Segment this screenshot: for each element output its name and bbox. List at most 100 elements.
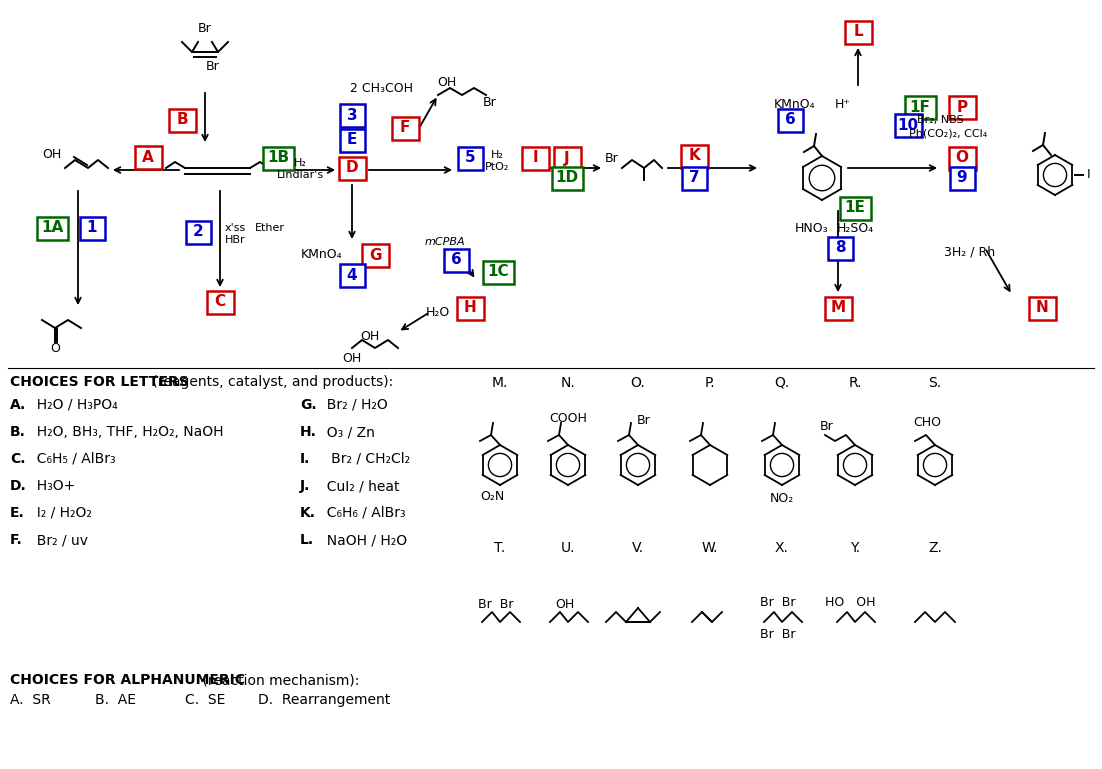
- FancyBboxPatch shape: [840, 197, 871, 219]
- Text: P.: P.: [704, 376, 715, 390]
- Text: M.: M.: [491, 376, 508, 390]
- Text: I: I: [1088, 168, 1091, 181]
- Text: 7: 7: [689, 171, 700, 185]
- Text: Br₂, NBS: Br₂, NBS: [917, 115, 963, 125]
- FancyBboxPatch shape: [443, 248, 468, 271]
- FancyBboxPatch shape: [457, 147, 483, 169]
- Text: Ether: Ether: [255, 223, 285, 233]
- Text: (reagents, catalyst, and products):: (reagents, catalyst, and products):: [148, 375, 393, 389]
- Text: Br: Br: [820, 421, 834, 434]
- Text: CHOICES FOR ALPHANUMERIC: CHOICES FOR ALPHANUMERIC: [10, 673, 245, 687]
- Text: H₂O, BH₃, THF, H₂O₂, NaOH: H₂O, BH₃, THF, H₂O₂, NaOH: [28, 425, 224, 439]
- Text: H₂O / H₃PO₄: H₂O / H₃PO₄: [28, 398, 118, 412]
- Text: 8: 8: [834, 241, 845, 255]
- Text: C.  SE: C. SE: [185, 693, 226, 707]
- FancyBboxPatch shape: [824, 297, 852, 319]
- FancyBboxPatch shape: [456, 297, 484, 319]
- Text: G.: G.: [300, 398, 316, 412]
- Text: Br  Br: Br Br: [760, 628, 796, 641]
- Text: H: H: [464, 301, 476, 315]
- Text: Q.: Q.: [775, 376, 790, 390]
- Text: 2 CH₃COH: 2 CH₃COH: [350, 82, 413, 95]
- Text: 2: 2: [193, 225, 204, 239]
- Text: mCPBA: mCPBA: [424, 237, 465, 247]
- Text: 10: 10: [897, 118, 919, 132]
- FancyBboxPatch shape: [361, 244, 389, 267]
- Text: x'ss: x'ss: [225, 223, 246, 233]
- Text: E: E: [347, 132, 357, 148]
- Text: C₆H₅ / AlBr₃: C₆H₅ / AlBr₃: [28, 452, 116, 466]
- Text: CHOICES FOR LETTERS: CHOICES FOR LETTERS: [10, 375, 188, 389]
- FancyBboxPatch shape: [949, 95, 975, 118]
- Text: N.: N.: [561, 376, 575, 390]
- FancyBboxPatch shape: [553, 147, 581, 169]
- Text: COOH: COOH: [549, 412, 587, 425]
- Text: K: K: [688, 148, 700, 164]
- FancyBboxPatch shape: [339, 104, 365, 126]
- Text: A: A: [142, 149, 154, 165]
- Text: Y.: Y.: [850, 541, 860, 555]
- Text: I₂ / H₂O₂: I₂ / H₂O₂: [28, 506, 91, 520]
- FancyBboxPatch shape: [828, 237, 853, 259]
- Text: Lindlar's: Lindlar's: [277, 170, 324, 180]
- Text: K.: K.: [300, 506, 316, 520]
- Text: Br: Br: [483, 95, 497, 108]
- Text: V.: V.: [631, 541, 644, 555]
- FancyBboxPatch shape: [844, 21, 872, 44]
- Text: 6: 6: [451, 252, 462, 268]
- Text: 1F: 1F: [909, 99, 930, 115]
- Text: Br: Br: [637, 414, 651, 428]
- Text: O: O: [50, 341, 60, 355]
- Text: R.: R.: [849, 376, 862, 390]
- FancyBboxPatch shape: [905, 95, 936, 118]
- Text: G: G: [369, 248, 381, 262]
- Text: C: C: [215, 295, 226, 309]
- Text: 1E: 1E: [844, 201, 865, 215]
- Text: 1A: 1A: [41, 221, 63, 235]
- Text: H₃O+: H₃O+: [28, 479, 75, 493]
- Text: CHO: CHO: [912, 417, 941, 430]
- Text: 9: 9: [957, 171, 968, 185]
- FancyBboxPatch shape: [79, 217, 105, 239]
- Text: 6: 6: [785, 112, 796, 128]
- Text: Br  Br: Br Br: [478, 598, 514, 611]
- Text: X.: X.: [775, 541, 789, 555]
- FancyBboxPatch shape: [483, 261, 514, 284]
- Text: PtO₂: PtO₂: [485, 162, 509, 172]
- Text: KMnO₄: KMnO₄: [775, 98, 815, 112]
- FancyBboxPatch shape: [950, 167, 974, 189]
- Text: H⁺: H⁺: [835, 98, 851, 112]
- Text: L.: L.: [300, 533, 314, 547]
- FancyBboxPatch shape: [681, 167, 706, 189]
- Text: C₆H₆ / AlBr₃: C₆H₆ / AlBr₃: [318, 506, 406, 520]
- FancyBboxPatch shape: [1028, 297, 1056, 319]
- Text: M: M: [831, 301, 845, 315]
- Text: 3: 3: [347, 108, 357, 122]
- Text: 3H₂ / Rh: 3H₂ / Rh: [944, 245, 995, 258]
- FancyBboxPatch shape: [949, 147, 975, 169]
- FancyBboxPatch shape: [339, 264, 365, 287]
- Text: O₂N: O₂N: [479, 491, 504, 504]
- Text: KMnO₄: KMnO₄: [301, 248, 343, 261]
- Text: HBr: HBr: [225, 235, 246, 245]
- FancyBboxPatch shape: [339, 128, 365, 151]
- Text: OH: OH: [360, 331, 379, 344]
- Text: I: I: [532, 151, 538, 165]
- Text: B.: B.: [10, 425, 25, 439]
- Text: NaOH / H₂O: NaOH / H₂O: [318, 533, 407, 547]
- Text: 1B: 1B: [267, 151, 289, 165]
- Text: A.  SR: A. SR: [10, 693, 51, 707]
- Text: HNO₃: HNO₃: [796, 221, 829, 235]
- FancyBboxPatch shape: [338, 157, 366, 179]
- FancyBboxPatch shape: [391, 116, 419, 139]
- Text: 1D: 1D: [555, 171, 579, 185]
- Text: H.: H.: [300, 425, 317, 439]
- Text: HO   OH: HO OH: [824, 595, 875, 608]
- Text: H₂: H₂: [490, 150, 504, 160]
- FancyBboxPatch shape: [778, 108, 802, 131]
- FancyBboxPatch shape: [262, 147, 293, 169]
- Text: CuI₂ / heat: CuI₂ / heat: [318, 479, 400, 493]
- Text: O₃ / Zn: O₃ / Zn: [318, 425, 375, 439]
- Text: F.: F.: [10, 533, 23, 547]
- FancyBboxPatch shape: [681, 145, 707, 168]
